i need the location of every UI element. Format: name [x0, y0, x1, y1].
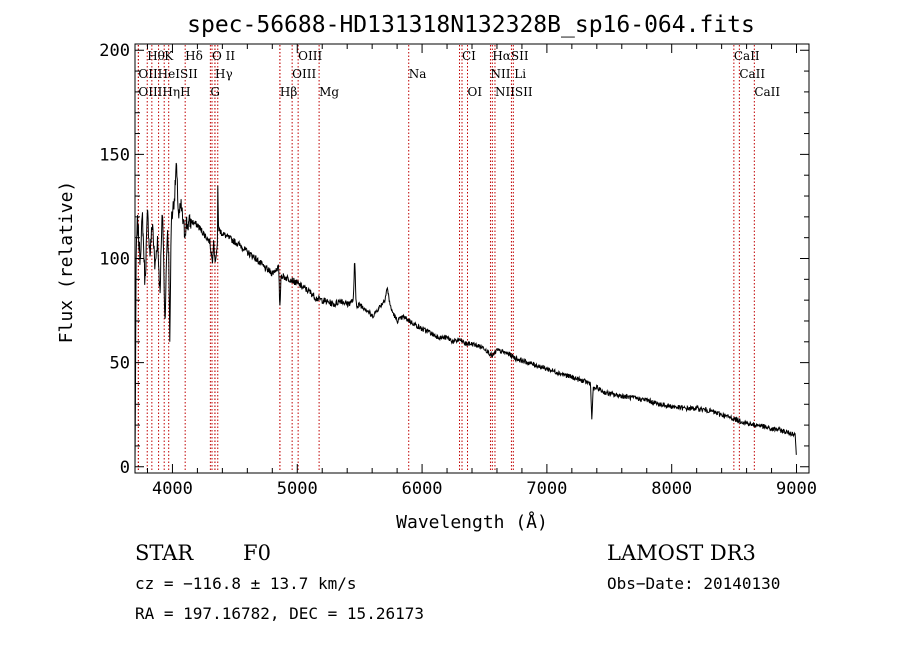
line-marker-label: Hθ [147, 49, 165, 63]
line-marker-label: Mg [319, 85, 339, 99]
y-tick-label: 100 [99, 250, 130, 270]
y-tick-label: 50 [110, 354, 130, 374]
line-marker-label: Hδ [185, 49, 203, 63]
x-tick-label: 5000 [277, 479, 318, 499]
line-marker-labels-group: Hθ K Hδ O II OIII CI HαSII CaII OIIHeISII Hγ OIII N… [138, 49, 780, 99]
x-axis-label: Wavelength (Å) [396, 511, 548, 533]
line-marker-label: CI [462, 49, 476, 63]
line-markers-group [137, 45, 755, 472]
line-marker-label: CaII [739, 67, 765, 81]
y-axis-ticks: 0 50 100 150 200 [99, 41, 809, 478]
x-tick-label: 8000 [651, 479, 692, 499]
line-marker-label: OIII [292, 67, 316, 81]
redshift-cz: cz = −116.8 ± 13.7 km/s [135, 574, 357, 593]
line-marker-label: OIII [298, 49, 322, 63]
x-tick-label: 9000 [776, 479, 817, 499]
y-tick-label: 150 [99, 145, 130, 165]
observation-date: Obs−Date: 20140130 [607, 574, 780, 593]
object-subclass: F0 [243, 541, 271, 565]
coordinates: RA = 197.16782, DEC = 15.26173 [135, 604, 424, 623]
line-marker-label: G [210, 85, 220, 99]
object-class: STAR [135, 541, 194, 565]
line-marker-label: CaII [734, 49, 760, 63]
line-marker-label: OI [468, 85, 483, 99]
y-axis-label: Flux (relative) [56, 181, 77, 344]
chart-title: spec-56688-HD131318N132328B_sp16-064.fit… [187, 12, 755, 38]
x-tick-label: 4000 [152, 479, 193, 499]
line-marker-label: CaII [754, 85, 780, 99]
line-marker-label: NIISII [495, 85, 533, 99]
line-marker-label: NII Li [490, 67, 526, 81]
y-tick-label: 200 [99, 41, 130, 61]
line-marker-label: OIIIHηH [138, 85, 190, 99]
y-tick-label: 0 [120, 458, 130, 478]
line-marker-label: K [164, 49, 174, 63]
plot-frame [134, 43, 810, 474]
line-marker-label: HαSII [492, 49, 529, 63]
survey-name: LAMOST DR3 [607, 541, 756, 565]
line-marker-label: Hβ [280, 85, 297, 99]
line-marker-label: O II [212, 49, 235, 63]
line-marker-label: OIIHeISII [138, 67, 198, 81]
x-axis-ticks: 4000 5000 6000 7000 8000 9000 [146, 44, 817, 499]
line-marker-label: Na [409, 67, 427, 81]
x-tick-label: 7000 [526, 479, 567, 499]
x-tick-label: 6000 [402, 479, 443, 499]
spectrum-line [134, 162, 797, 465]
line-marker-label: Hγ [215, 67, 233, 81]
